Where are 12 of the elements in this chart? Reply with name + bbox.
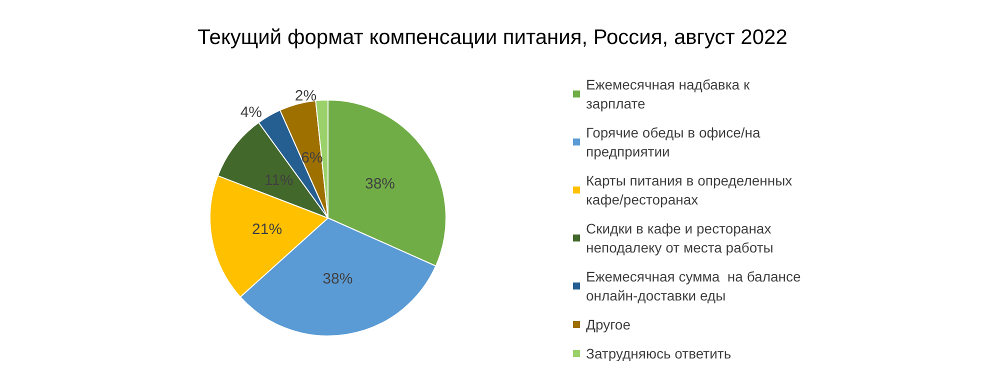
legend-label: Карты питания в определенных кафе/ресторанах — [586, 172, 796, 208]
data-label: 38% — [364, 176, 396, 193]
legend-label: Скидки в кафе и ресторанах неподалеку от места работы — [586, 220, 776, 256]
chart-title: Текущий формат компенсации питания, Россия, август 2022 — [198, 26, 788, 49]
legend-label: Ежемесячная надбавка к зарплате — [586, 76, 754, 112]
legend-label: Другое — [586, 316, 631, 332]
legend-label: Горячие обеды в офисе/на предприятии — [586, 124, 764, 160]
data-label: 2% — [294, 88, 317, 105]
data-label: 4% — [240, 104, 262, 121]
data-label: 38% — [322, 270, 353, 288]
legend-label: Ежемесячная сумма на балансе онлайн-доставки еды — [586, 268, 805, 304]
data-label: 21% — [252, 220, 282, 238]
